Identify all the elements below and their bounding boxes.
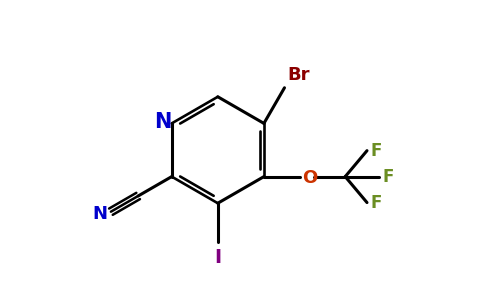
Text: F: F bbox=[383, 168, 394, 186]
Text: O: O bbox=[302, 169, 317, 187]
Text: I: I bbox=[214, 248, 221, 267]
Text: F: F bbox=[371, 194, 382, 211]
Text: Br: Br bbox=[287, 66, 309, 84]
Text: N: N bbox=[154, 112, 172, 132]
Text: F: F bbox=[371, 142, 382, 160]
Text: N: N bbox=[92, 205, 107, 223]
